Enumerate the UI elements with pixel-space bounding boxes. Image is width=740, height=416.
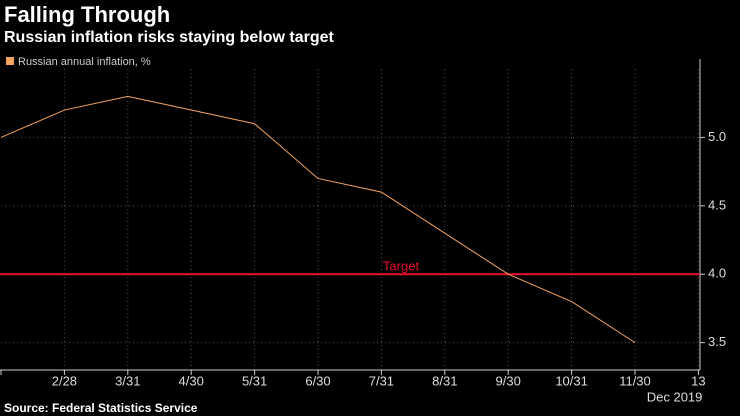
x-tick-label: 10/31 [555, 373, 588, 388]
x-tick-label: 8/31 [432, 373, 457, 388]
source: Source: Federal Statistics Service [4, 401, 198, 415]
target-label: Target [383, 259, 420, 274]
y-tick-label: 4.5 [708, 197, 726, 212]
x-tick-label: 2/28 [52, 373, 77, 388]
x-tick-label: 7/31 [369, 373, 394, 388]
chart-subtitle: Russian inflation risks staying below ta… [4, 29, 335, 46]
y-tick-label: 5.0 [708, 129, 726, 144]
legend-swatch [6, 57, 14, 65]
x-tick-label: 13 [691, 373, 705, 388]
line-series [0, 95, 636, 344]
x-tick-label: 3/31 [115, 373, 140, 388]
y-tick-label: 4.0 [708, 266, 726, 281]
x-tick-label: 5/31 [242, 373, 267, 388]
x-tick-label: 6/30 [305, 373, 330, 388]
x-tick-label: 9/30 [496, 373, 521, 388]
x-sublabel: Dec 2019 [647, 389, 703, 404]
x-tick-label: 11/30 [619, 373, 651, 388]
chart-title: Falling Through [4, 2, 170, 27]
legend-label: Russian annual inflation, % [18, 56, 151, 68]
y-tick-label: 3.5 [708, 334, 726, 349]
x-tick-label: 4/30 [179, 373, 204, 388]
